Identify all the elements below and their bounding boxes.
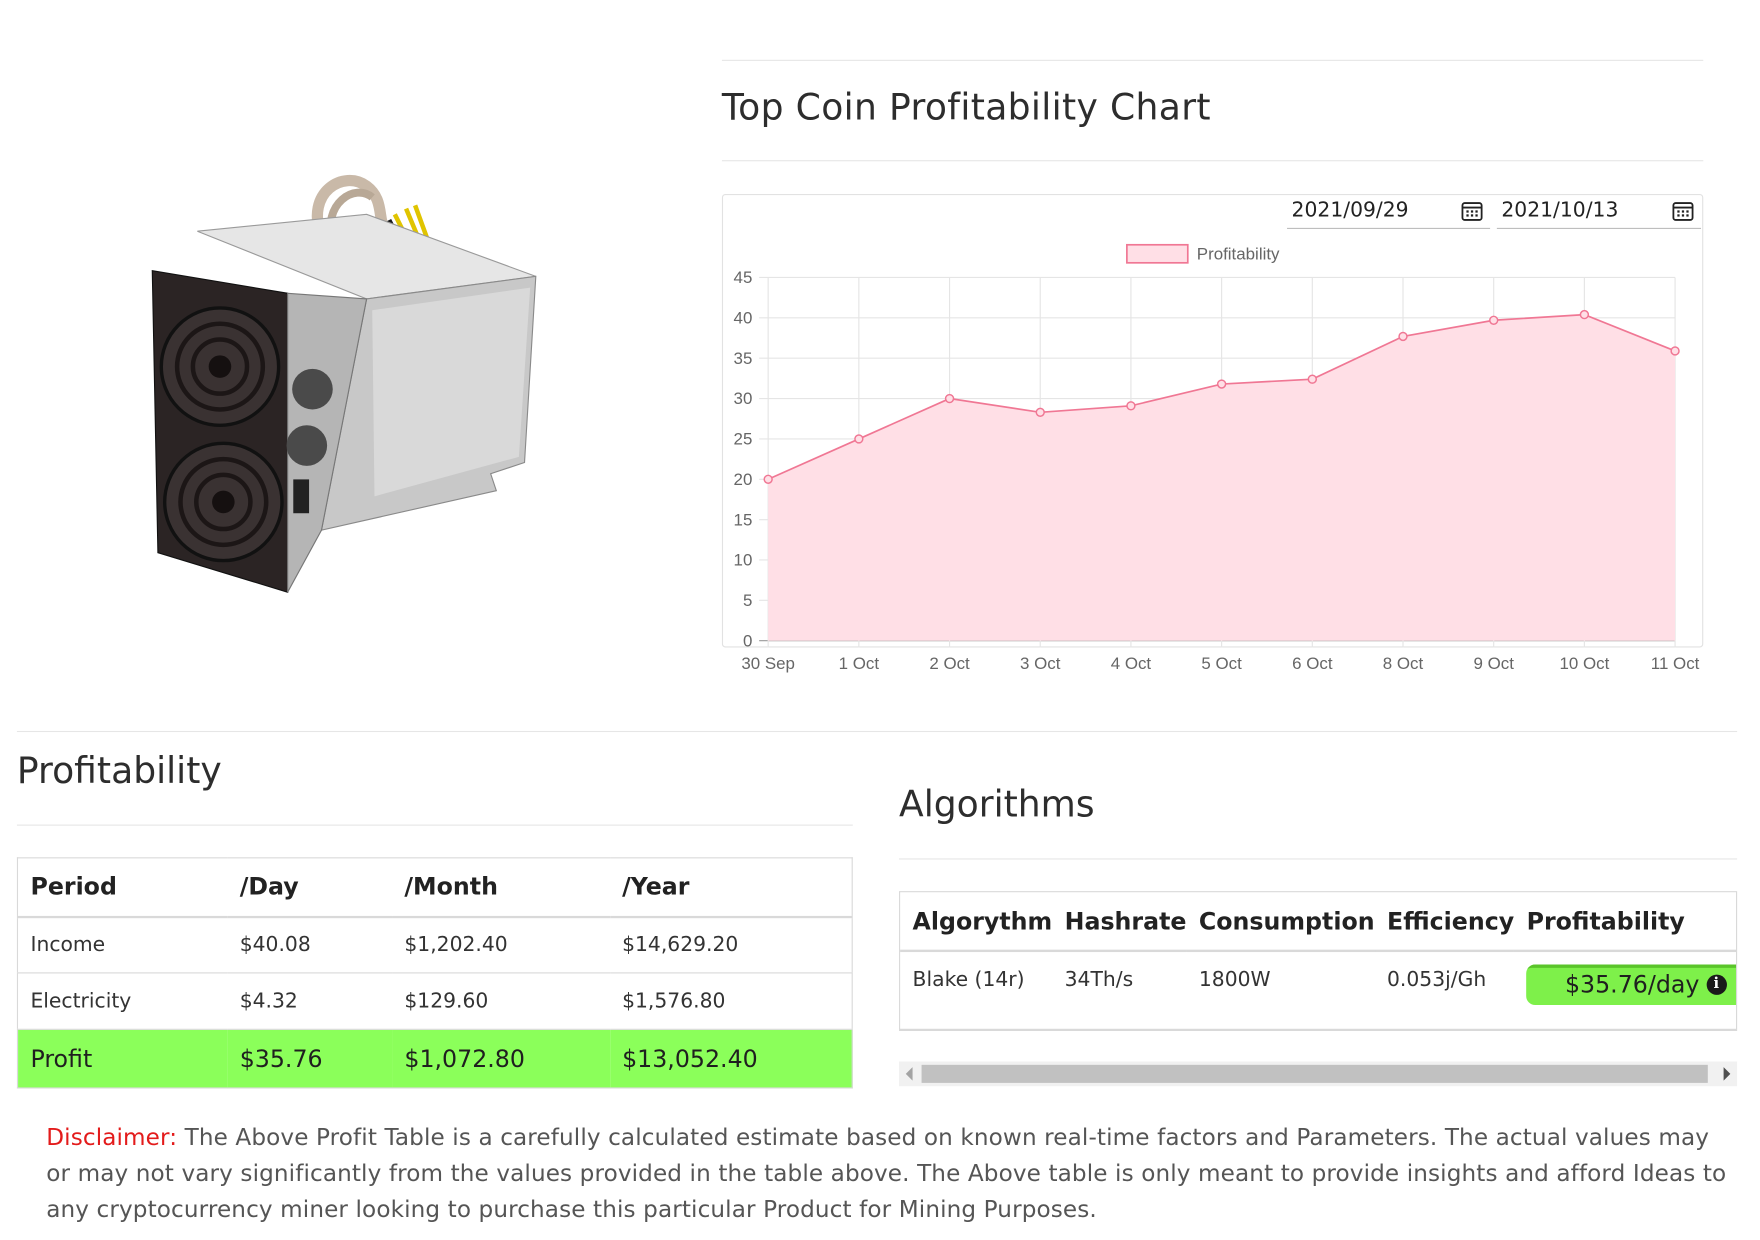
profit-row: Profit $35.76 $1,072.80 $13,052.40: [17, 1028, 853, 1088]
column-header: Hashrate: [1052, 892, 1187, 953]
scroll-right-arrow-icon[interactable]: [1723, 1067, 1731, 1081]
x-tick-label: 30 Sep: [741, 654, 795, 673]
chart-panel: 2021/09/29 2021/10/13 0 5 10 15 20 25 30 35 40 45…: [721, 194, 1704, 673]
column-header: Efficiency: [1374, 892, 1515, 953]
table-cell: Electricity: [17, 972, 228, 1030]
y-tick-label: 10: [734, 551, 753, 570]
table-cell: 0.053j/Gh: [1387, 967, 1487, 992]
table-cell: $1,576.80: [609, 972, 853, 1030]
column-header: /Month: [391, 857, 610, 918]
x-tick-label: 11 Oct: [1651, 654, 1700, 673]
data-point: [1670, 346, 1680, 356]
scroll-left-arrow-icon[interactable]: [905, 1067, 913, 1081]
algorithms-title: Algorithms: [899, 782, 1095, 826]
y-tick-label: 5: [743, 591, 752, 610]
legend-label: Profitability: [1197, 244, 1280, 263]
x-tick-label: 10 Oct: [1559, 654, 1609, 673]
y-tick-label: 25: [734, 430, 753, 449]
table-cell: $1,072.80: [391, 1028, 610, 1088]
column-header: Period: [17, 857, 228, 918]
data-point: [854, 434, 864, 444]
algorithms-table: Algorythm Hashrate Consumption Efficienc…: [900, 892, 1736, 1028]
end-date-value: 2021/10/13: [1501, 198, 1619, 223]
y-tick-label: 0: [743, 631, 752, 650]
info-icon[interactable]: i: [1706, 974, 1727, 995]
section-divider: [16, 730, 1738, 733]
x-tick-label: 9 Oct: [1473, 654, 1514, 673]
data-point: [1307, 374, 1317, 384]
scrollbar-thumb[interactable]: [921, 1064, 1708, 1083]
y-tick-label: 20: [734, 470, 753, 489]
column-header: /Year: [609, 857, 853, 918]
data-point: [1398, 331, 1408, 342]
chart-title-divider: [721, 160, 1704, 162]
disclaimer-text: The Above Profit Table is a carefully ca…: [46, 1123, 1727, 1223]
start-date-value: 2021/09/29: [1291, 198, 1409, 223]
profitability-chart: 0 5 10 15 20 25 30 35 40 45 30 Sep 1 Oct 2 Oct 3 Oct 4…: [734, 243, 1700, 673]
table-cell: $129.60: [391, 972, 610, 1030]
start-date-field[interactable]: 2021/09/29: [1287, 195, 1491, 229]
table-row: Blake (14r) 34Th/s 1800W 0.053j/Gh $35.7…: [900, 951, 1736, 1028]
table-cell: $1,202.40: [391, 915, 610, 973]
table-cell: $40.08: [227, 915, 392, 973]
disclaimer: Disclaimer: The Above Profit Table is a …: [46, 1119, 1738, 1227]
profitability-badge[interactable]: $35.76/day i: [1526, 964, 1736, 1006]
x-tick-label: 4 Oct: [1111, 654, 1152, 673]
x-tick-label: 8 Oct: [1383, 654, 1424, 673]
table-header-row: Algorythm Hashrate Consumption Efficienc…: [900, 892, 1736, 953]
table-cell: $35.76/day i: [1514, 951, 1736, 1028]
data-point: [944, 393, 955, 404]
table-row: Electricity $4.32 $129.60 $1,576.80: [17, 972, 853, 1030]
column-header: /Day: [227, 857, 392, 918]
x-tick-label: 2 Oct: [929, 654, 970, 673]
table-header-row: Period /Day /Month /Year: [17, 857, 853, 918]
data-point: [1035, 407, 1045, 417]
end-date-field[interactable]: 2021/10/13: [1496, 195, 1702, 229]
calendar-icon[interactable]: [1672, 200, 1695, 223]
y-tick-label: 30: [734, 389, 753, 408]
chart-top-divider: [721, 59, 1704, 61]
data-point: [763, 474, 773, 484]
legend-swatch: [1126, 243, 1189, 264]
data-point: [1126, 401, 1136, 411]
table-cell: Blake (14r): [912, 967, 1025, 992]
disclaimer-label: Disclaimer:: [46, 1123, 178, 1151]
calendar-icon[interactable]: [1461, 200, 1484, 223]
profitability-table: Period /Day /Month /Year Income $40.08 $…: [16, 857, 853, 1089]
profitability-badge-value: $35.76/day: [1564, 971, 1700, 999]
y-tick-label: 15: [734, 510, 753, 529]
table-cell: Profit: [17, 1028, 228, 1088]
table-cell: 1800W: [1198, 967, 1271, 992]
chart-title: Top Coin Profitability Chart: [721, 85, 1211, 129]
x-tick-label: 6 Oct: [1292, 654, 1333, 673]
algorithms-table-container[interactable]: Algorythm Hashrate Consumption Efficienc…: [899, 891, 1738, 1031]
x-tick-label: 1 Oct: [839, 654, 880, 673]
data-point: [1216, 379, 1227, 389]
x-tick-label: 5 Oct: [1201, 654, 1242, 673]
algorithms-title-divider: [899, 858, 1738, 860]
y-tick-label: 40: [734, 308, 753, 327]
series-area: [768, 314, 1676, 641]
table-cell: $35.76: [227, 1028, 392, 1088]
table-cell: $4.32: [227, 972, 392, 1030]
product-image: [151, 174, 537, 593]
x-tick-label: 3 Oct: [1020, 654, 1061, 673]
table-cell: $14,629.20: [609, 915, 853, 973]
profitability-title: Profitability: [16, 748, 222, 792]
profitability-title-divider: [16, 824, 853, 826]
table-cell: $13,052.40: [609, 1028, 853, 1088]
table-cell: Income: [17, 915, 228, 973]
table-cell: 34Th/s: [1064, 967, 1134, 992]
column-header: Profitability: [1514, 892, 1736, 953]
y-tick-label: 45: [734, 268, 753, 287]
data-point: [1489, 315, 1499, 325]
y-tick-label: 35: [734, 349, 753, 368]
table-row: Income $40.08 $1,202.40 $14,629.20: [17, 915, 853, 973]
data-point: [1579, 309, 1590, 320]
horizontal-scrollbar[interactable]: [899, 1061, 1738, 1087]
column-header: Algorythm: [900, 892, 1053, 953]
column-header: Consumption: [1186, 892, 1375, 953]
